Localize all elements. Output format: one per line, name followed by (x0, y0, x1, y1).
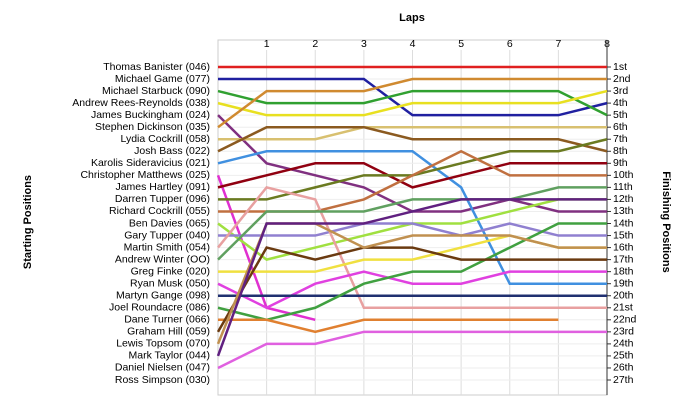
driver-label: Karolis Sideravicius (021) (91, 157, 210, 169)
driver-label: Joel Roundacre (086) (109, 302, 210, 314)
driver-label: Lewis Topsom (070) (116, 338, 210, 350)
position-line (217, 89, 608, 117)
position-line (218, 125, 607, 141)
chart-title: Laps (399, 12, 425, 24)
y2-tick-label: 18th (613, 265, 634, 277)
position-line (217, 150, 607, 285)
x-tick-label: 7 (555, 38, 561, 50)
y2-tick-label: 3rd (613, 85, 628, 97)
position-line (217, 186, 607, 261)
y2-tick-label: 1st (613, 61, 627, 73)
position-line (217, 125, 608, 153)
driver-label: Josh Bass (022) (134, 145, 210, 157)
driver-label: Daniel Nielsen (047) (115, 362, 210, 374)
y2-tick-label: 26th (613, 362, 634, 374)
driver-label: Andrew Rees-Reynolds (038) (72, 97, 210, 109)
driver-label: Christopher Matthews (025) (80, 169, 210, 181)
position-line (217, 77, 607, 129)
y2-tick-label: 27th (613, 374, 634, 386)
y2-tick-label: 12th (613, 193, 634, 205)
position-line (217, 330, 607, 370)
position-line (217, 185, 607, 310)
y2-tick-label: 15th (613, 229, 634, 241)
driver-label: Dane Turner (066) (124, 314, 210, 326)
position-line (217, 222, 607, 322)
driver-label: Ross Simpson (030) (115, 374, 210, 386)
y2-axis-title: Finishing Positions (660, 171, 672, 272)
x-tick-label: 3 (361, 38, 367, 50)
y2-tick-label: 16th (613, 241, 634, 253)
driver-label: Mark Taylor (044) (129, 350, 211, 362)
y2-tick-label: 20th (613, 290, 634, 302)
y2-tick-label: 10th (613, 169, 634, 181)
position-line (218, 318, 559, 334)
driver-label: Martyn Gange (098) (116, 290, 210, 302)
y2-tick-label: 6th (613, 121, 628, 133)
x-tick-label: 2 (312, 38, 318, 50)
y2-tick-label: 24th (613, 338, 634, 350)
driver-label: Ben Davies (065) (129, 217, 210, 229)
y2-tick-label: 4th (613, 97, 628, 109)
driver-label: Andrew Winter (OO) (115, 253, 210, 265)
driver-label: Greg Finke (020) (131, 265, 210, 277)
y2-tick-label: 11th (613, 181, 633, 193)
driver-label: Martin Smith (054) (124, 241, 210, 253)
position-line (216, 246, 607, 333)
y2-tick-label: 2nd (613, 73, 631, 85)
y-axis-title: Starting Positions (22, 175, 34, 269)
y2-tick-label: 21st (613, 302, 633, 314)
driver-label: James Hartley (091) (115, 181, 210, 193)
driver-label: Thomas Banister (046) (103, 61, 210, 73)
position-line (217, 162, 607, 189)
driver-label: Darren Tupper (096) (115, 193, 210, 205)
position-line (216, 198, 607, 357)
x-tick-label: 5 (458, 38, 464, 50)
driver-label: Lydia Cockrill (058) (121, 133, 210, 145)
driver-label: Ryan Musk (050) (130, 277, 210, 289)
driver-label: Richard Cockrill (055) (109, 205, 210, 217)
driver-label: James Buckingham (024) (91, 109, 210, 121)
y2-tick-label: 8th (613, 145, 628, 157)
position-line (217, 89, 608, 117)
driver-label: Michael Game (077) (115, 73, 210, 85)
y2-tick-label: 23rd (613, 326, 634, 338)
position-line (218, 77, 608, 117)
y2-tick-label: 19th (613, 277, 634, 289)
driver-label: Stephen Dickinson (035) (95, 121, 210, 133)
y2-tick-label: 14th (613, 217, 634, 229)
y2-tick-label: 22nd (613, 314, 637, 326)
x-tick-label: 1 (264, 38, 270, 50)
y2-tick-label: 9th (613, 157, 628, 169)
y2-tick-label: 7th (613, 133, 628, 145)
x-tick-label: 4 (410, 38, 416, 50)
driver-label: Graham Hill (059) (127, 326, 210, 338)
y2-tick-label: 13th (613, 205, 634, 217)
x-tick-label: 6 (507, 38, 513, 50)
position-line (217, 270, 607, 310)
y2-tick-label: 25th (613, 350, 634, 362)
y2-tick-label: 17th (613, 253, 634, 265)
driver-label: Michael Starbuck (090) (102, 85, 210, 97)
y2-tick-label: 5th (613, 109, 628, 121)
driver-label: Gary Tupper (040) (124, 229, 210, 241)
